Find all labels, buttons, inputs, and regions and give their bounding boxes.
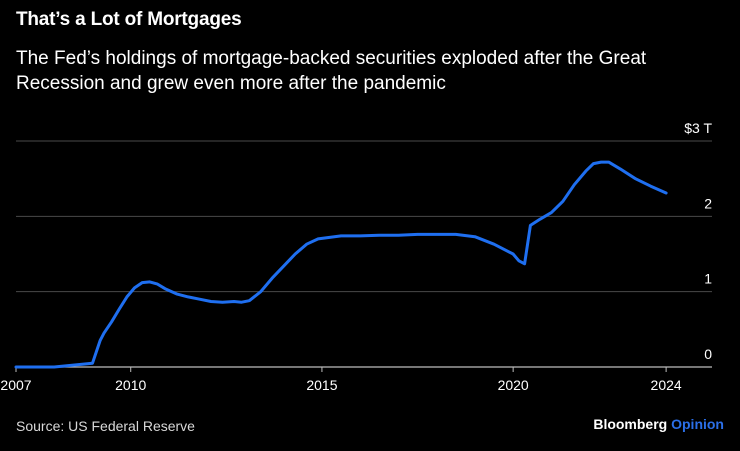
x-tick-label: 2024 [651,377,682,393]
data-point [592,162,595,165]
data-point [133,287,136,289]
data-point [512,253,514,255]
data-point [95,351,98,353]
data-point [53,366,55,368]
source-note: Source: US Federal Reserve [16,418,195,434]
data-point [493,243,495,245]
data-point [248,299,251,302]
data-point [294,253,297,255]
data-point [328,236,331,239]
data-point [539,218,541,221]
data-point [340,235,342,237]
brand-name: Bloomberg [593,416,668,432]
data-point [474,235,476,238]
series-line-mbs-holdings [14,160,668,369]
data-point [149,281,151,283]
x-tick-label: 2020 [498,377,529,393]
data-point [15,366,17,368]
data-point [259,290,262,293]
data-point [240,301,243,304]
data-point [550,211,553,214]
data-point [600,161,602,163]
data-point [665,192,667,194]
data-point [175,293,178,295]
data-point [359,235,362,237]
data-point [523,263,526,265]
data-point [103,332,105,334]
data-point [650,185,652,187]
chart-title: That’s a Lot of Mortgages [16,9,242,30]
data-point [378,234,381,236]
y-tick-label: 1 [704,271,712,287]
data-point [141,281,143,284]
brand-suffix: Opinion [671,416,724,432]
data-point [317,238,319,240]
series-group [14,160,668,369]
data-point [198,298,201,301]
data-point [187,296,189,298]
data-point [91,362,94,365]
data-point [233,300,235,303]
data-point [435,233,438,236]
data-point [529,224,532,227]
y-tick-label: $3 T [684,120,712,136]
brand-logo: Bloomberg Opinion [593,416,724,432]
data-point [634,177,637,180]
y-tick-label: 2 [704,195,712,211]
data-point [210,300,212,303]
data-point [518,260,520,262]
x-axis: 2007 2010 2015 2020 2024 [0,367,682,393]
y-axis-labels: $3 T 2 1 0 [684,120,712,362]
gridlines [16,140,712,368]
data-point [99,339,101,342]
data-point [118,308,121,310]
data-point [221,301,224,304]
data-point [305,243,308,245]
x-tick-label: 2007 [0,377,31,393]
data-point [282,265,285,267]
data-point [126,296,128,298]
data-point [397,234,400,236]
data-point [416,233,419,236]
data-point [156,283,159,285]
chart-subtitle: The Fed’s holdings of mortgage-backed se… [16,48,647,94]
y-tick-label: 0 [704,346,712,362]
data-point [455,233,457,236]
data-point [607,161,610,163]
data-point [585,170,587,172]
data-point [562,200,564,203]
data-point [271,277,274,279]
data-point [573,183,576,186]
x-tick-label: 2015 [306,377,337,393]
data-point [164,287,166,290]
data-point [619,168,621,170]
data-point [110,321,113,323]
x-tick-label: 2010 [115,377,146,393]
